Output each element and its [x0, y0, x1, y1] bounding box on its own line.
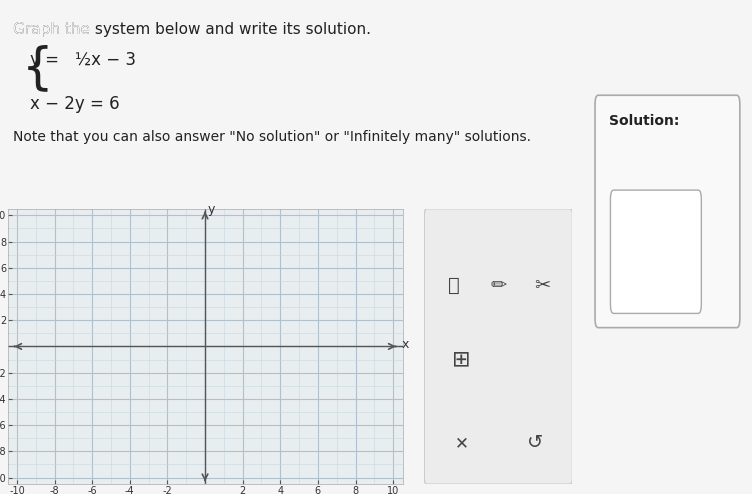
Text: ✂: ✂	[535, 276, 551, 295]
Text: ⊞: ⊞	[452, 350, 471, 370]
Text: x − 2y = 6: x − 2y = 6	[30, 95, 120, 113]
Text: y: y	[208, 203, 215, 216]
Text: y =: y =	[30, 51, 59, 69]
FancyBboxPatch shape	[430, 330, 566, 404]
Text: ✕: ✕	[454, 434, 468, 452]
Text: ½x − 3: ½x − 3	[75, 51, 136, 69]
Text: ✏: ✏	[490, 276, 507, 295]
Text: {: {	[22, 44, 53, 92]
FancyBboxPatch shape	[611, 190, 702, 313]
Text: Note that you can also answer "No solution" or "Infinitely many" solutions.: Note that you can also answer "No soluti…	[14, 130, 531, 144]
Text: x: x	[402, 338, 409, 351]
Text: Graph the: Graph the	[14, 22, 95, 37]
Text: ↺: ↺	[527, 433, 544, 453]
Text: ⬜: ⬜	[448, 276, 459, 295]
FancyBboxPatch shape	[595, 95, 740, 328]
FancyBboxPatch shape	[424, 209, 572, 484]
Text: Graph the system below and write its solution.: Graph the system below and write its sol…	[14, 22, 371, 37]
Text: Solution:: Solution:	[609, 114, 679, 128]
